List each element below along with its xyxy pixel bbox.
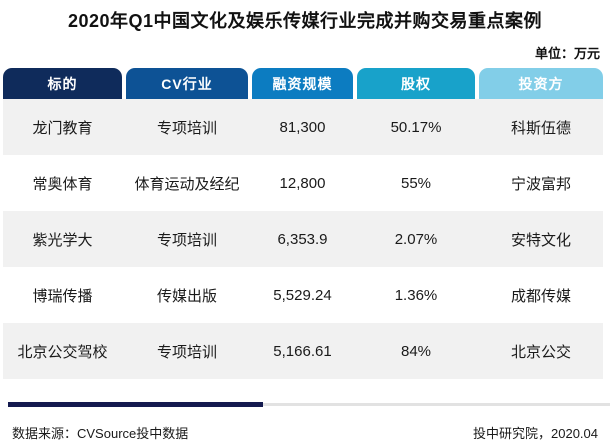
cell-investor: 科斯伍德 xyxy=(510,119,571,137)
unit-label: 单位：万元 xyxy=(534,46,600,61)
cell-cv-industry: 传媒出版 xyxy=(156,287,217,305)
table-row: 龙门教育 专项培训 81,300 50.17% 科斯伍德 xyxy=(3,99,603,155)
cell-target: 龙门教育 xyxy=(32,119,93,137)
data-source-label: 数据来源：CVSource投中数据 xyxy=(12,426,189,441)
cell-financing-scale: 5,529.24 xyxy=(273,286,332,304)
cell-investor: 宁波富邦 xyxy=(510,175,571,193)
table-row: 北京公交驾校 专项培训 5,166.61 84% 北京公交 xyxy=(3,323,603,379)
column-header-investor: 投资方 xyxy=(479,68,603,99)
cell-target: 北京公交驾校 xyxy=(17,343,108,361)
cell-equity: 2.07% xyxy=(394,230,438,248)
cell-cv-industry: 专项培训 xyxy=(156,343,217,361)
cell-equity: 1.36% xyxy=(394,286,438,304)
cell-cv-industry: 专项培训 xyxy=(156,231,217,249)
footer-divider xyxy=(8,402,610,407)
cell-equity: 50.17% xyxy=(390,118,442,136)
page-title: 2020年Q1中国文化及娱乐传媒行业完成并购交易重点案例 xyxy=(67,11,543,31)
cell-financing-scale: 81,300 xyxy=(279,118,326,136)
column-header-cv-industry: CV行业 xyxy=(126,68,248,99)
cell-financing-scale: 12,800 xyxy=(279,174,326,192)
footer: 数据来源：CVSource投中数据 投中研究院，2020.04 xyxy=(12,423,598,442)
credit-label: 投中研究院，2020.04 xyxy=(473,426,598,441)
table-row: 常奥体育 体育运动及经纪 12,800 55% 宁波富邦 xyxy=(3,155,603,211)
table-row: 紫光学大 专项培训 6,353.9 2.07% 安特文化 xyxy=(3,211,603,267)
cell-investor: 成都传媒 xyxy=(510,287,571,305)
cell-equity: 84% xyxy=(400,342,432,360)
table-row: 博瑞传播 传媒出版 5,529.24 1.36% 成都传媒 xyxy=(3,267,603,323)
cell-financing-scale: 5,166.61 xyxy=(273,342,332,360)
cell-target: 常奥体育 xyxy=(32,175,93,193)
divider-gray-bar xyxy=(263,403,610,406)
cell-target: 紫光学大 xyxy=(32,231,93,249)
column-header-financing-scale: 融资规模 xyxy=(252,68,353,99)
divider-navy-bar xyxy=(8,402,263,407)
cell-target: 博瑞传播 xyxy=(32,287,93,305)
cell-equity: 55% xyxy=(400,174,432,192)
cell-investor: 安特文化 xyxy=(510,231,571,249)
table-body: 龙门教育 专项培训 81,300 50.17% 科斯伍德 常奥体育 体育运动及经… xyxy=(3,99,603,379)
column-header-equity: 股权 xyxy=(357,68,475,99)
cell-cv-industry: 体育运动及经纪 xyxy=(134,175,240,193)
cell-financing-scale: 6,353.9 xyxy=(277,230,328,248)
column-header-target: 标的 xyxy=(3,68,122,99)
table-header-row: 标的 CV行业 融资规模 股权 投资方 xyxy=(3,68,603,99)
cell-cv-industry: 专项培训 xyxy=(156,119,217,137)
cell-investor: 北京公交 xyxy=(510,343,571,361)
